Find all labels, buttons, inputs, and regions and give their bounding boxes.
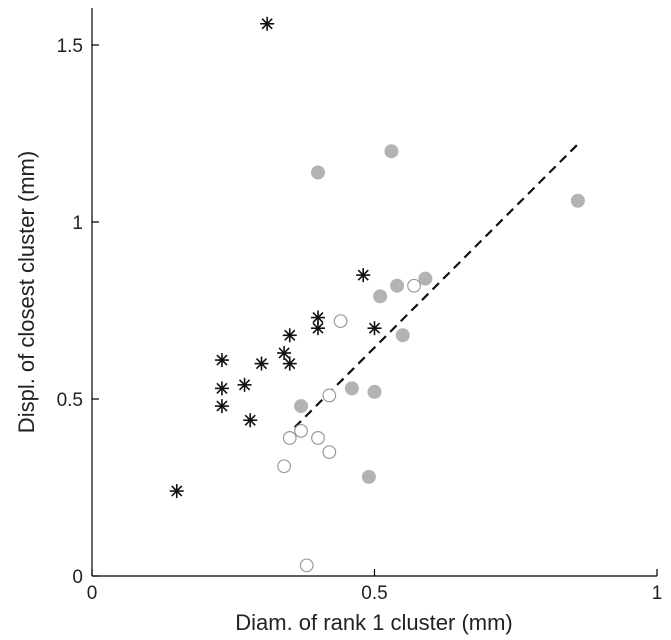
x-axis-label: Diam. of rank 1 cluster (mm) [235, 610, 513, 635]
asterisk-point [277, 345, 292, 360]
asterisk-point [282, 328, 297, 343]
y-tick-label: 0.5 [57, 390, 83, 411]
asterisk-point [260, 16, 275, 31]
x-tick-label: 0 [87, 583, 98, 604]
filled-circle-point [367, 384, 382, 399]
filled-circle-point [418, 271, 433, 286]
asterisk-point [214, 399, 229, 414]
asterisk-point [367, 321, 382, 336]
open-circle-point [299, 558, 314, 573]
filled-circle-point [570, 193, 585, 208]
filled-circle-point [390, 278, 405, 293]
asterisk-point [356, 268, 371, 283]
ticks: 0 0.5 1 0 0.5 1 1.5 [57, 36, 663, 604]
open-circle-point [294, 423, 308, 438]
filled-circle-point [311, 165, 325, 180]
open-circle-point [277, 459, 292, 474]
open-circle-point [407, 278, 421, 293]
open-circle-point [311, 431, 325, 445]
asterisk-point [311, 310, 325, 325]
open-circle-point [282, 431, 297, 445]
y-tick-label: 1 [72, 213, 83, 234]
asterisk-point [214, 353, 229, 368]
fit-line-group [283, 143, 579, 439]
asterisk-point [311, 321, 325, 336]
y-tick-label: 1.5 [57, 36, 83, 57]
asterisk-point [243, 413, 258, 428]
asterisk-point [237, 377, 252, 392]
asterisk-point [282, 356, 297, 371]
points [169, 16, 585, 573]
asterisk-point [214, 381, 229, 396]
open-circle-point [333, 314, 348, 329]
open-circle-point [322, 388, 337, 403]
filled-circle-point [294, 399, 309, 414]
filled-circle-point [384, 144, 399, 159]
open-circle-point [322, 445, 337, 460]
y-axis-label: Displ. of closest cluster (mm) [14, 151, 39, 433]
filled-circle-point [344, 381, 359, 396]
asterisk-point [169, 484, 184, 499]
x-tick-label: 1 [652, 583, 663, 604]
filled-circle-point [395, 328, 410, 343]
filled-circle-point [361, 469, 376, 484]
asterisk-point [254, 356, 269, 371]
x-tick-label: 0.5 [361, 583, 387, 604]
y-tick-label: 0 [72, 567, 83, 588]
regression-line [283, 143, 579, 439]
filled-circle-point [373, 289, 388, 304]
